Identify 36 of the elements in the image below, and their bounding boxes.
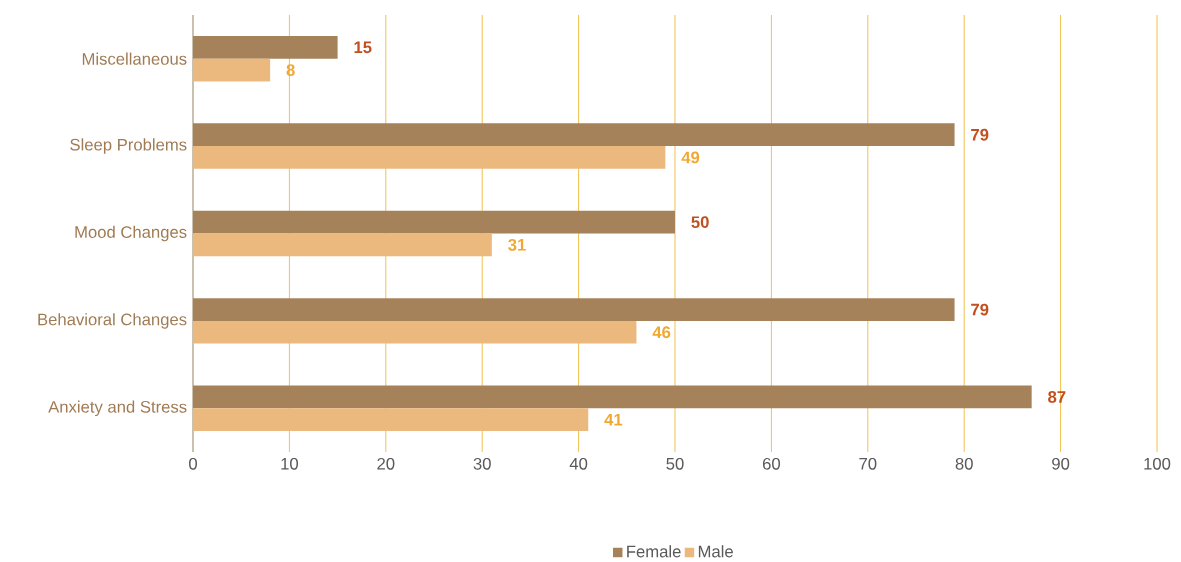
x-tick-label: 60 <box>762 457 781 470</box>
data-label: 49 <box>681 151 700 164</box>
bar <box>193 35 338 59</box>
data-label: 46 <box>652 326 671 339</box>
x-tick-label: 20 <box>377 457 395 470</box>
bar <box>193 58 271 82</box>
bar <box>193 298 955 321</box>
data-label: 79 <box>971 128 989 141</box>
bar <box>193 408 589 432</box>
bar <box>193 320 637 344</box>
x-tick-label: 40 <box>569 457 588 470</box>
data-label: 50 <box>691 216 709 229</box>
legend-label: Male <box>698 545 733 558</box>
x-tick-label: 100 <box>1144 457 1171 470</box>
data-label: 15 <box>354 41 372 54</box>
bar <box>193 123 955 147</box>
x-tick-label: 30 <box>473 457 491 470</box>
y-tick-label: Sleep Problems <box>70 138 187 154</box>
x-tick-label: 0 <box>189 457 197 470</box>
bar <box>193 146 666 169</box>
bar <box>193 210 675 234</box>
x-tick-label: 80 <box>955 457 973 470</box>
bar <box>193 233 492 257</box>
y-tick-label: Mood Changes <box>75 225 187 242</box>
bar <box>193 385 1032 409</box>
data-label: 31 <box>508 238 526 251</box>
y-tick-label: Miscellaneous <box>82 52 187 65</box>
legend-label: Female <box>627 545 681 558</box>
data-label: 79 <box>971 303 989 316</box>
y-tick-label: Anxiety and Stress <box>48 400 187 417</box>
x-tick-label: 10 <box>281 457 299 470</box>
x-tick-label: 50 <box>666 457 684 470</box>
data-label: 41 <box>604 413 623 426</box>
x-tick-label: 70 <box>859 457 877 470</box>
x-tick-label: 90 <box>1052 457 1070 470</box>
y-tick-label: Behavioral Changes <box>38 313 187 329</box>
